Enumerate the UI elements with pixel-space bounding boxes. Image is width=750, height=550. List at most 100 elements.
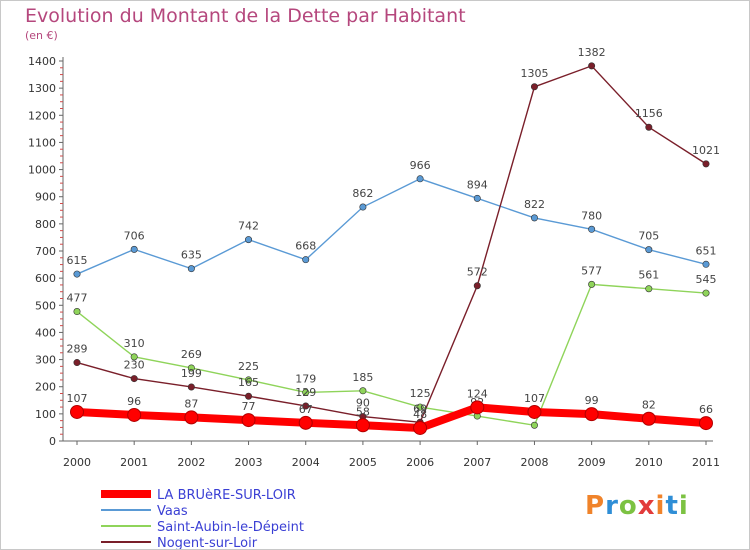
data-label: 165 <box>238 376 259 389</box>
x-tick-label: 2005 <box>349 456 377 469</box>
data-point <box>302 402 310 410</box>
data-point <box>413 420 428 435</box>
x-tick-label: 2001 <box>120 456 148 469</box>
data-point <box>530 421 538 429</box>
y-tick-label: 0 <box>49 435 56 448</box>
data-label: 545 <box>696 273 717 286</box>
data-point <box>184 410 199 425</box>
data-label: 225 <box>238 360 259 373</box>
data-point <box>699 416 713 431</box>
data-point <box>127 407 142 422</box>
chart-subtitle: (en €) <box>25 29 58 42</box>
x-tick-label: 2007 <box>463 456 491 469</box>
data-label: 561 <box>638 269 659 282</box>
series-line <box>76 178 707 275</box>
data-label: 230 <box>124 359 145 372</box>
data-point <box>241 413 256 428</box>
data-label: 615 <box>67 254 88 267</box>
legend-label: LA BRUèRE-SUR-LOIR <box>157 488 296 503</box>
x-tick-label: 2002 <box>177 456 205 469</box>
data-label: 125 <box>410 387 431 400</box>
data-label: 107 <box>524 392 545 405</box>
data-point <box>473 194 481 202</box>
y-tick-label: 900 <box>35 191 56 204</box>
data-label: 185 <box>352 371 373 384</box>
y-tick-label: 600 <box>35 272 56 285</box>
series-line <box>76 283 707 427</box>
data-label: 706 <box>124 229 145 242</box>
data-point <box>473 282 481 290</box>
data-label: 66 <box>699 403 713 416</box>
data-point <box>70 404 84 419</box>
data-point <box>470 400 485 415</box>
y-tick-label: 1400 <box>28 55 56 68</box>
data-point <box>588 225 596 233</box>
data-point <box>416 175 424 183</box>
data-label: 96 <box>127 395 141 408</box>
data-point <box>245 392 253 400</box>
data-label: 69 <box>413 402 427 415</box>
data-label: 668 <box>295 240 316 253</box>
y-tick-label: 400 <box>35 326 56 339</box>
data-label: 269 <box>181 348 202 361</box>
y-tick-label: 1100 <box>28 136 56 149</box>
data-label: 124 <box>467 387 488 400</box>
data-point <box>187 383 195 391</box>
x-tick-label: 2006 <box>406 456 434 469</box>
y-tick-label: 500 <box>35 299 56 312</box>
data-label: 77 <box>242 400 256 413</box>
data-point <box>645 246 653 254</box>
y-tick-label: 200 <box>35 381 56 394</box>
data-point <box>187 265 195 273</box>
data-point <box>645 285 653 293</box>
y-tick-label: 1300 <box>28 82 56 95</box>
data-label: 780 <box>581 209 602 222</box>
data-point <box>245 376 253 384</box>
y-tick-label: 1200 <box>28 109 56 122</box>
data-point <box>702 160 710 168</box>
data-label: 1305 <box>520 67 548 80</box>
data-point <box>130 375 138 383</box>
data-label: 966 <box>410 159 431 172</box>
data-point <box>527 404 542 419</box>
x-tick-label: 2004 <box>292 456 320 469</box>
series-line <box>73 403 710 432</box>
data-label: 822 <box>524 198 545 211</box>
data-label: 577 <box>581 264 602 277</box>
x-tick-label: 2000 <box>63 456 91 469</box>
data-point <box>73 308 81 316</box>
data-label: 1156 <box>635 107 663 120</box>
data-point <box>130 245 138 253</box>
data-point <box>355 418 370 433</box>
data-point <box>298 415 313 430</box>
y-tick-label: 300 <box>35 354 56 367</box>
data-point <box>530 83 538 91</box>
y-tick-label: 800 <box>35 218 56 231</box>
data-label: 894 <box>467 178 488 191</box>
data-point <box>416 403 424 411</box>
data-point <box>588 62 596 70</box>
data-point <box>302 256 310 264</box>
data-label: 572 <box>467 266 488 279</box>
data-label: 635 <box>181 249 202 262</box>
data-point <box>187 364 195 372</box>
data-point <box>245 236 253 244</box>
data-label: 705 <box>638 230 659 243</box>
data-point <box>73 270 81 278</box>
data-point <box>584 407 599 422</box>
data-point <box>130 353 138 361</box>
series-line <box>76 65 707 424</box>
data-label: 862 <box>352 187 373 200</box>
data-point <box>302 388 310 396</box>
data-label: 67 <box>299 403 313 416</box>
x-tick-label: 2011 <box>692 456 720 469</box>
y-tick-label: 700 <box>35 245 56 258</box>
data-point <box>645 123 653 131</box>
x-tick-label: 2009 <box>578 456 606 469</box>
proxiti-logo: Proxiti <box>585 491 689 521</box>
data-label: 99 <box>585 394 599 407</box>
legend-label: Saint-Aubin-le-Dépeint <box>157 520 304 535</box>
data-label: 310 <box>124 337 145 350</box>
